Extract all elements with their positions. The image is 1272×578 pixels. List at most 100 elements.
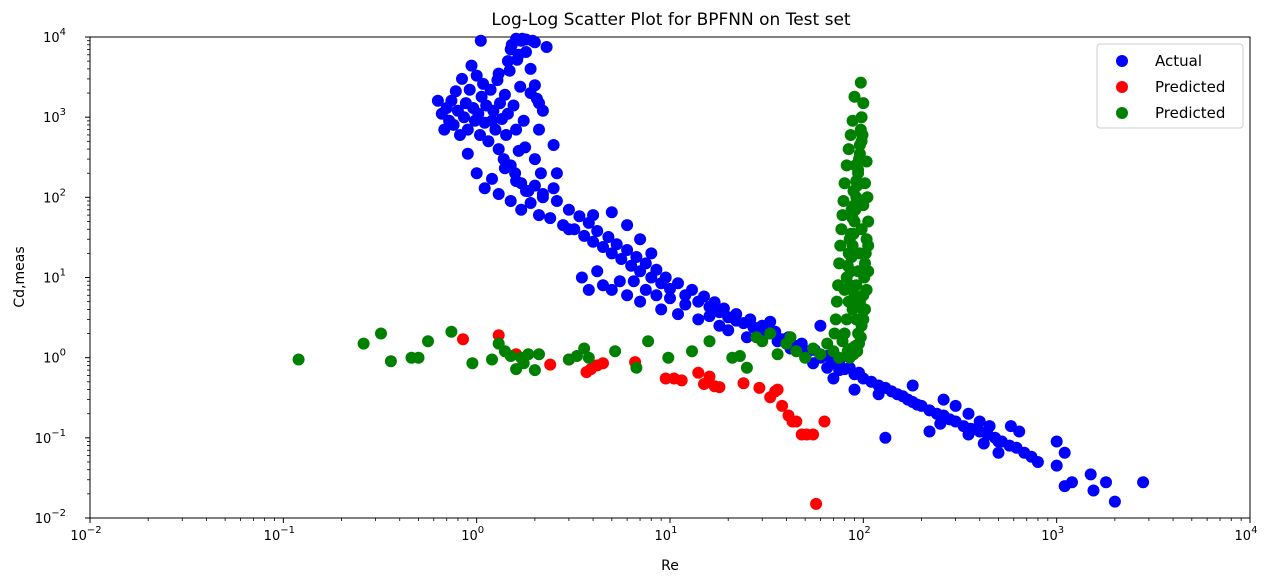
data-point	[639, 283, 652, 296]
data-point	[605, 206, 618, 219]
data-point	[686, 283, 698, 296]
data-point	[862, 239, 875, 252]
data-point	[949, 399, 962, 412]
data-point	[807, 428, 820, 441]
data-point	[503, 64, 516, 77]
data-point	[562, 223, 575, 236]
data-point	[841, 259, 854, 272]
data-point	[855, 111, 868, 124]
data-point	[613, 275, 626, 288]
data-point	[840, 313, 853, 326]
data-point	[445, 94, 458, 107]
data-point	[570, 350, 583, 362]
data-point	[582, 351, 595, 364]
data-point	[478, 182, 491, 195]
data-point	[445, 325, 458, 338]
series-2	[292, 76, 875, 377]
data-point	[431, 94, 444, 107]
data-point	[375, 327, 387, 340]
data-point	[844, 227, 857, 240]
data-point	[470, 69, 483, 82]
data-point	[544, 212, 557, 225]
data-point	[771, 348, 784, 361]
data-point	[522, 348, 535, 361]
data-point	[412, 351, 425, 364]
data-point	[844, 129, 857, 141]
data-point	[498, 88, 511, 101]
data-point	[672, 277, 684, 290]
data-point	[906, 379, 919, 392]
data-point	[814, 319, 827, 332]
y-tick-label: 10−2	[35, 508, 66, 527]
x-tick-exponent: −1	[280, 525, 295, 536]
data-point	[923, 425, 936, 438]
data-point	[818, 415, 831, 428]
data-point	[615, 253, 628, 265]
y-tick-label: 10−1	[35, 428, 66, 447]
y-tick-exponent: 0	[60, 348, 66, 359]
data-point	[672, 308, 684, 321]
data-point	[1066, 476, 1078, 489]
data-point	[829, 313, 842, 326]
data-point	[500, 129, 513, 141]
data-point	[679, 298, 692, 311]
data-point	[630, 361, 643, 374]
data-point	[597, 241, 609, 253]
y-tick-label: 100	[43, 348, 66, 367]
data-point	[708, 296, 721, 309]
data-point	[642, 335, 655, 348]
x-tick-exponent: 3	[1058, 525, 1064, 536]
data-point	[848, 199, 861, 212]
data-point	[492, 329, 505, 342]
data-point	[764, 315, 777, 328]
data-point	[756, 335, 769, 348]
data-point	[747, 321, 760, 334]
data-point	[504, 350, 517, 362]
legend-label: Predicted	[1155, 78, 1225, 96]
data-point	[438, 123, 451, 136]
data-point	[578, 342, 591, 355]
data-point	[602, 231, 615, 243]
data-point	[492, 188, 505, 200]
data-point	[484, 83, 497, 96]
x-tick-label: 100	[461, 525, 484, 544]
data-point	[536, 191, 549, 204]
x-tick-label: 103	[1041, 525, 1064, 544]
data-point	[862, 265, 875, 278]
data-point	[650, 289, 663, 302]
data-point	[790, 345, 803, 358]
data-point	[855, 135, 868, 148]
data-point	[1084, 468, 1097, 481]
data-point	[630, 251, 643, 263]
data-point	[838, 177, 851, 190]
x-tick-exponent: 1	[671, 525, 677, 536]
y-tick-exponent: −1	[51, 428, 66, 439]
data-point	[830, 295, 843, 308]
data-point	[466, 357, 479, 370]
data-point	[840, 159, 853, 172]
data-point	[465, 59, 478, 72]
y-tick-exponent: 4	[60, 27, 66, 38]
data-point	[937, 393, 950, 406]
data-point	[489, 123, 502, 136]
data-point	[703, 335, 716, 348]
data-point	[627, 275, 640, 288]
data-point	[1100, 476, 1112, 489]
data-point	[384, 355, 397, 368]
data-point	[547, 182, 560, 195]
data-point	[1087, 484, 1100, 497]
legend: Actual Predicted Predicted	[1096, 43, 1244, 129]
data-point	[472, 107, 485, 120]
data-point	[853, 247, 866, 260]
data-point	[501, 55, 514, 68]
data-point	[934, 417, 947, 430]
data-point	[528, 36, 541, 49]
data-point	[686, 345, 698, 358]
data-point	[449, 85, 462, 98]
data-point	[587, 235, 600, 248]
data-point	[609, 345, 622, 358]
data-point	[457, 333, 469, 346]
data-point	[846, 303, 859, 316]
data-point	[621, 244, 634, 256]
data-point	[848, 90, 861, 103]
